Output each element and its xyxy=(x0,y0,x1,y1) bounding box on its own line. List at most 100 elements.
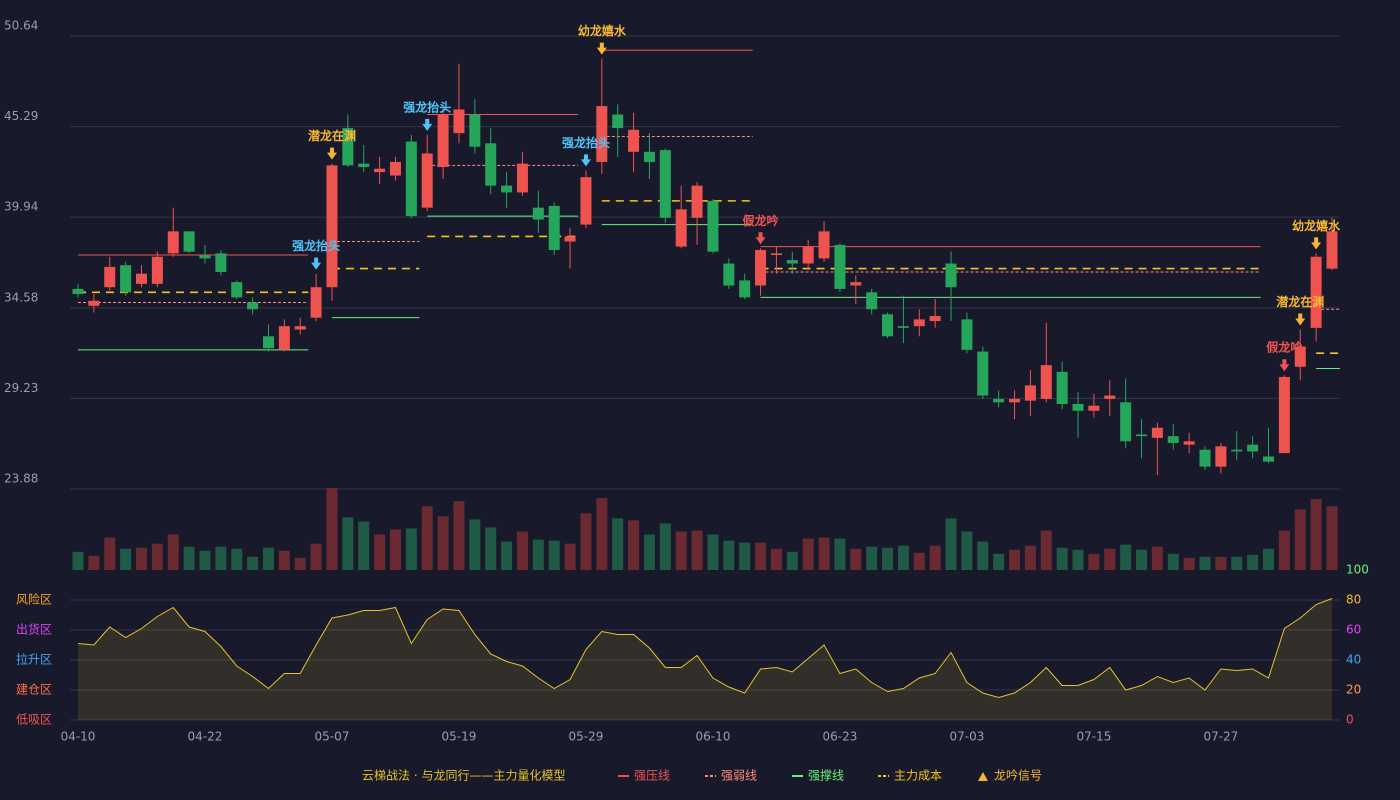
volume-bar xyxy=(88,555,100,570)
area-fill xyxy=(78,598,1332,720)
candle-body xyxy=(1199,449,1211,467)
volume-bar xyxy=(1024,545,1036,570)
candle-body xyxy=(421,153,433,208)
volume-bar xyxy=(199,550,211,570)
volume-bar xyxy=(1120,544,1132,570)
volume-bar xyxy=(929,545,941,570)
candle-body xyxy=(1151,427,1163,438)
candle-body xyxy=(802,246,814,264)
candle-body xyxy=(1088,405,1100,411)
volume-bar xyxy=(691,530,703,570)
candle-body xyxy=(612,114,624,129)
volume-bar xyxy=(1183,557,1195,570)
volume-bar xyxy=(135,547,147,570)
volume-bar xyxy=(1056,547,1068,570)
candle-body xyxy=(564,236,576,242)
signal-arrow xyxy=(755,232,766,245)
candle-body xyxy=(1167,436,1179,443)
signal-label: 假龙吟 xyxy=(743,213,779,228)
volume-bar xyxy=(72,551,84,570)
candle-body xyxy=(262,336,274,349)
volume-bar xyxy=(770,548,782,570)
volume-bar xyxy=(120,548,132,570)
signal-label: 幼龙嬉水 xyxy=(578,23,627,38)
signal-arrow xyxy=(580,154,591,167)
volume-bar xyxy=(405,528,417,570)
volume-bar xyxy=(1294,509,1306,570)
candle-body xyxy=(501,185,513,193)
volume-bar xyxy=(326,488,338,570)
volume-bar xyxy=(167,534,179,570)
y-tick-label: 50.64 xyxy=(4,19,38,33)
candle-body xyxy=(104,266,116,288)
legend-title: 云梯战法 · 与龙同行——主力量化模型 xyxy=(362,769,565,783)
candle-body xyxy=(1024,385,1036,401)
candle-body xyxy=(342,128,354,166)
x-tick-label: 05-29 xyxy=(569,730,604,744)
candle-body xyxy=(183,231,195,252)
volume-bar xyxy=(675,531,687,570)
signal-label: 强龙抬头 xyxy=(292,238,340,253)
zone-label: 风险区 xyxy=(16,592,52,607)
volume-bar xyxy=(516,531,528,570)
legend-label: 强压线 xyxy=(634,769,670,783)
volume-bar xyxy=(786,551,798,570)
candle-body xyxy=(786,260,798,264)
y-tick-label: 45.29 xyxy=(4,109,38,123)
volume-bar xyxy=(1151,546,1163,570)
volume-bar xyxy=(723,540,735,570)
volume-bar xyxy=(1009,549,1021,570)
signal-label: 强龙抬头 xyxy=(403,99,451,114)
candle-body xyxy=(1278,376,1290,454)
candle-body xyxy=(1310,256,1322,328)
volume-bar xyxy=(231,548,243,570)
candle-body xyxy=(437,114,449,168)
candle-body xyxy=(897,326,909,328)
candle-body xyxy=(294,326,306,330)
candle-body xyxy=(1294,346,1306,367)
candle-body xyxy=(1326,231,1338,269)
x-tick-label: 05-07 xyxy=(315,730,350,744)
volume-bar xyxy=(548,540,560,570)
candle-body xyxy=(1231,449,1243,452)
candle-body xyxy=(659,150,671,218)
candle-body xyxy=(1136,434,1148,437)
volume-bar xyxy=(834,538,846,570)
volume-bar xyxy=(310,543,322,570)
candle-body xyxy=(580,177,592,225)
candle-body xyxy=(135,273,147,284)
candle-body xyxy=(596,106,608,162)
signal-arrow xyxy=(1295,313,1306,326)
candle-body xyxy=(1104,395,1116,399)
volume-bar xyxy=(739,542,751,570)
candle-body xyxy=(628,129,640,152)
volume-bar xyxy=(358,521,370,570)
volume-bar xyxy=(628,520,640,570)
candle-body xyxy=(882,314,894,337)
volume-bar xyxy=(755,542,767,570)
volume-bar xyxy=(659,523,671,570)
candle-body xyxy=(850,282,862,286)
volume-bar xyxy=(1104,548,1116,570)
x-tick-label: 07-15 xyxy=(1076,730,1111,744)
volume-bar xyxy=(961,531,973,570)
volume-bar xyxy=(580,513,592,570)
signal-arrow xyxy=(422,118,433,131)
candle-body xyxy=(1040,365,1052,399)
candle-body xyxy=(167,231,179,254)
volume-bar xyxy=(913,552,925,570)
candle-body xyxy=(485,143,497,186)
legend-label: 龙吟信号 xyxy=(994,768,1042,783)
signal-label: 假龙吟 xyxy=(1266,340,1302,355)
candle-body xyxy=(247,302,259,310)
candle-body xyxy=(326,165,338,288)
candle-body xyxy=(945,263,957,288)
zone-label: 拉升区 xyxy=(16,652,52,667)
candle-body xyxy=(72,288,84,294)
legend-label: 强撑线 xyxy=(808,768,844,783)
volume-bar xyxy=(850,548,862,570)
volume-bar xyxy=(532,539,544,570)
candle-body xyxy=(1247,444,1259,452)
volume-bar xyxy=(247,556,259,570)
candle-body xyxy=(88,300,100,306)
